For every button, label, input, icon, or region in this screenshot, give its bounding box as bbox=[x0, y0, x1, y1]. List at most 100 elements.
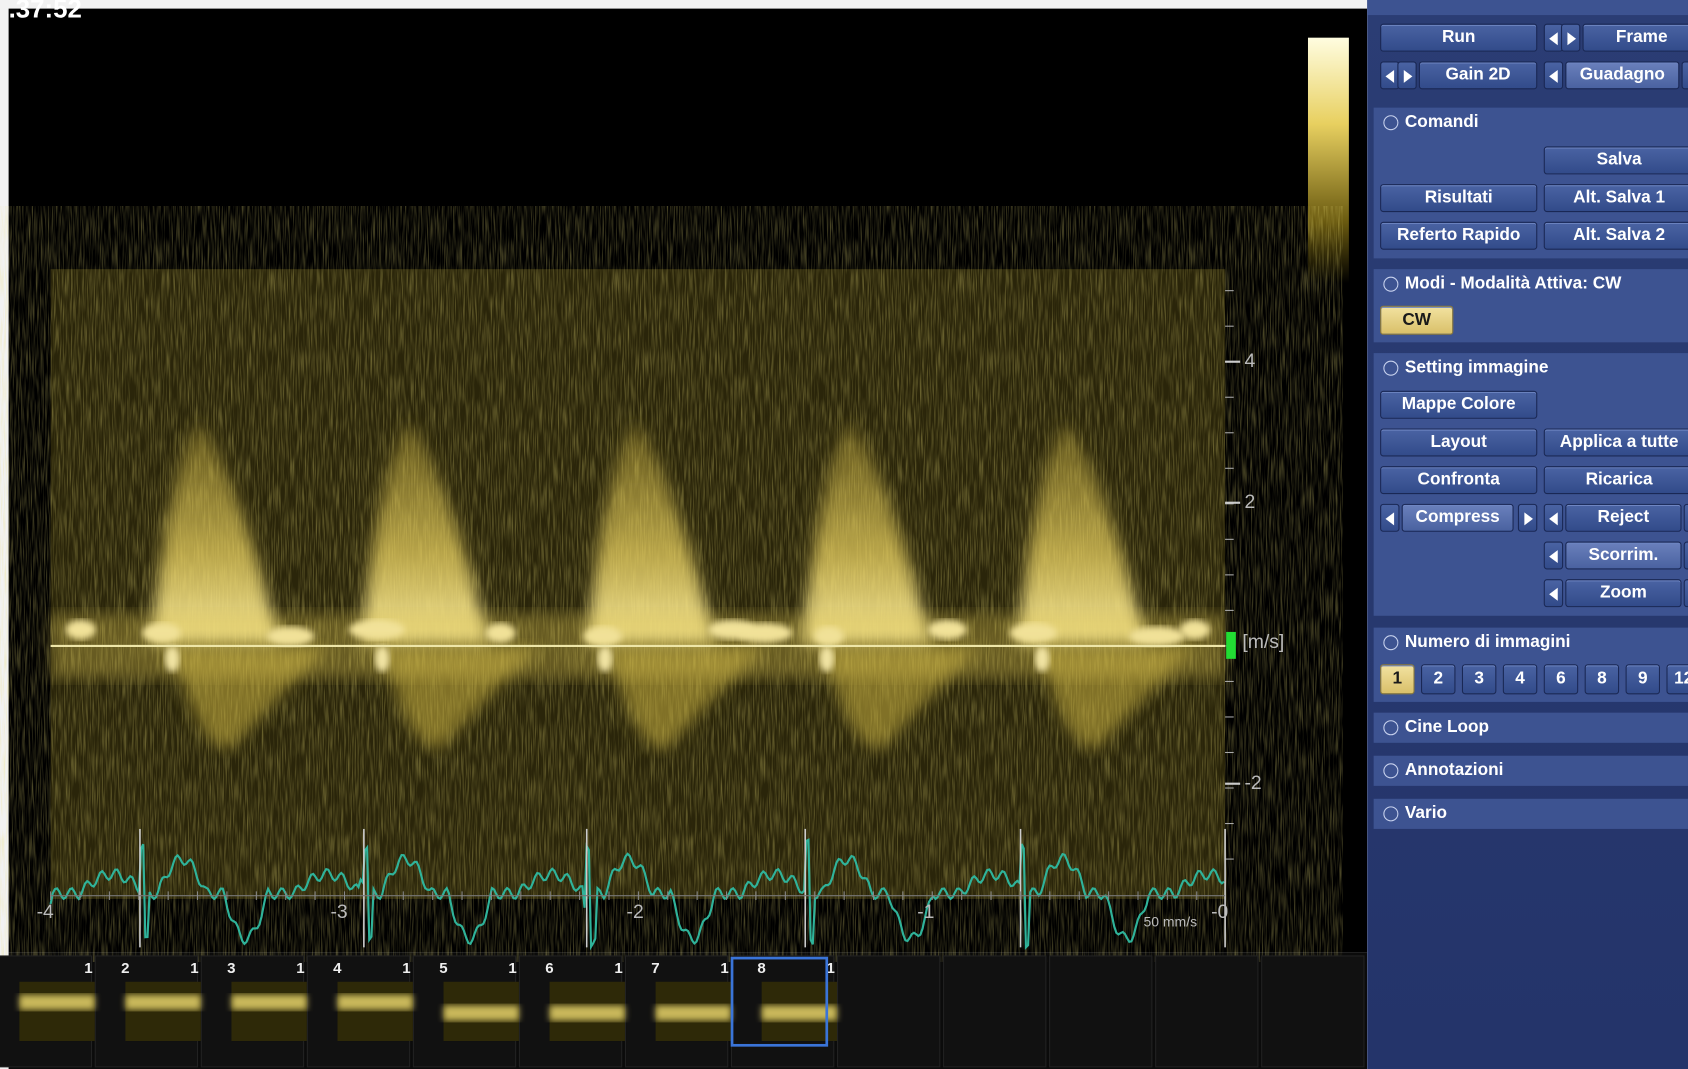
toggle-icon bbox=[1383, 763, 1398, 778]
button[interactable]: Mappe Colore bbox=[1380, 391, 1537, 419]
arrow-button[interactable] bbox=[1397, 61, 1416, 89]
section-header[interactable]: Cine Loop bbox=[1374, 713, 1688, 743]
button[interactable]: 6 bbox=[1544, 664, 1578, 694]
toggle-icon bbox=[1383, 720, 1398, 735]
arrow-button[interactable] bbox=[1544, 61, 1563, 89]
thumb-flow bbox=[19, 995, 94, 1010]
button[interactable]: Salva bbox=[1544, 146, 1688, 174]
button[interactable]: 1 bbox=[1380, 664, 1414, 694]
button[interactable]: 8 bbox=[1585, 664, 1619, 694]
arrow-button[interactable] bbox=[1380, 504, 1399, 532]
thumb-flow bbox=[444, 1005, 519, 1020]
button[interactable]: Run bbox=[1380, 24, 1537, 52]
button[interactable]: 9 bbox=[1626, 664, 1660, 694]
velocity-label: 2 bbox=[1244, 491, 1255, 513]
time-label: -3 bbox=[330, 901, 347, 923]
section-title: Annotazioni bbox=[1405, 761, 1504, 780]
section-header[interactable]: Vario bbox=[1374, 799, 1688, 829]
button[interactable]: Ricarica bbox=[1544, 466, 1688, 494]
thumb-count: 1 bbox=[84, 960, 92, 977]
toggle-icon bbox=[1383, 361, 1398, 376]
thumb-count: 1 bbox=[190, 960, 198, 977]
button[interactable]: Alt. Salva 1 bbox=[1544, 184, 1688, 212]
button[interactable]: Scorrim. bbox=[1565, 541, 1681, 569]
button[interactable]: Gain 2D bbox=[1419, 61, 1537, 89]
page: .37:52 42-2[m/s]-4-3-2-1-050 mm/s1213141… bbox=[0, 0, 1688, 1069]
thumb-cell bbox=[838, 956, 940, 1067]
control-panel: Run Frame Gain 2D Guadagno Comandi Modi - Mod… bbox=[1367, 0, 1688, 1069]
button[interactable]: Confronta bbox=[1380, 466, 1537, 494]
section-header[interactable]: Setting immagine bbox=[1374, 353, 1688, 383]
section-title: Comandi bbox=[1405, 113, 1479, 132]
thumb-cell bbox=[1050, 956, 1152, 1067]
button[interactable]: Referto Rapido bbox=[1380, 222, 1537, 250]
button[interactable]: Alt. Salva 2 bbox=[1544, 222, 1688, 250]
velocity-label: -2 bbox=[1244, 772, 1261, 794]
arrow-button[interactable] bbox=[1544, 579, 1563, 607]
doppler-display: .37:52 4 2 -2 [m/s] -4 -3 -2 -1 -0 50 mm/s 1 2 1 3 1 4 1… bbox=[0, 0, 1367, 1069]
thumb-count: 1 bbox=[402, 960, 410, 977]
button[interactable]: Compress bbox=[1402, 504, 1514, 532]
arrow-button[interactable] bbox=[1544, 504, 1563, 532]
thumb-count: 1 bbox=[720, 960, 728, 977]
button[interactable]: Layout bbox=[1380, 428, 1537, 456]
arrow-button[interactable] bbox=[1561, 24, 1580, 52]
button[interactable]: CW bbox=[1380, 306, 1453, 335]
thumb-flow bbox=[656, 1005, 731, 1020]
thumb-cell bbox=[1262, 956, 1364, 1067]
clock: .37:52 bbox=[9, 0, 82, 24]
panel-header bbox=[1367, 0, 1688, 15]
section-header[interactable]: Comandi bbox=[1374, 108, 1688, 138]
toggle-icon bbox=[1383, 806, 1398, 821]
section-title: Vario bbox=[1405, 804, 1447, 823]
button[interactable]: Applica a tutte bbox=[1544, 428, 1688, 456]
arrow-button[interactable] bbox=[1684, 579, 1688, 607]
button[interactable]: 3 bbox=[1462, 664, 1496, 694]
thumb-count: 1 bbox=[296, 960, 304, 977]
time-label: -2 bbox=[627, 901, 644, 923]
button[interactable]: Guadagno bbox=[1565, 61, 1679, 89]
button[interactable]: 4 bbox=[1503, 664, 1537, 694]
thumb-image bbox=[125, 982, 200, 1041]
thumb-index: 4 bbox=[333, 960, 342, 977]
thumb-index: 2 bbox=[121, 960, 129, 977]
thumb-index: 3 bbox=[227, 960, 235, 977]
thumb-index: 7 bbox=[651, 960, 659, 977]
section-header[interactable]: Annotazioni bbox=[1374, 756, 1688, 786]
time-label: -1 bbox=[917, 901, 934, 923]
sweep-speed: 50 mm/s bbox=[1143, 913, 1197, 929]
section-header[interactable]: Numero di immagini bbox=[1374, 628, 1688, 658]
thumb-index: 5 bbox=[439, 960, 447, 977]
thumb-flow bbox=[337, 995, 412, 1010]
button[interactable]: 2 bbox=[1421, 664, 1455, 694]
arrow-button[interactable] bbox=[1518, 504, 1537, 532]
button[interactable]: Frame bbox=[1582, 24, 1688, 52]
arrow-button[interactable] bbox=[1682, 61, 1688, 89]
section-title: Numero di immagini bbox=[1405, 633, 1571, 652]
thumb-image bbox=[19, 982, 94, 1041]
thumb-flow bbox=[231, 995, 306, 1010]
screen: .37:52 42-2[m/s]-4-3-2-1-050 mm/s1213141… bbox=[0, 0, 1688, 1069]
toggle-icon bbox=[1383, 635, 1398, 650]
thumb-cell bbox=[944, 956, 1046, 1067]
thumb-cell bbox=[1156, 956, 1258, 1067]
button[interactable]: Reject bbox=[1565, 504, 1681, 532]
button[interactable]: Zoom bbox=[1565, 579, 1681, 607]
time-label: -4 bbox=[37, 901, 54, 923]
section-title: Cine Loop bbox=[1405, 718, 1489, 737]
thumb-flow bbox=[550, 1005, 625, 1020]
button[interactable]: 12 bbox=[1666, 664, 1688, 694]
thumb-count: 1 bbox=[614, 960, 622, 977]
arrow-button[interactable] bbox=[1544, 541, 1563, 569]
section-header[interactable]: Modi - Modalità Attiva: CW bbox=[1374, 269, 1688, 299]
arrow-button[interactable] bbox=[1684, 541, 1688, 569]
toggle-icon bbox=[1383, 277, 1398, 292]
button[interactable]: Risultati bbox=[1380, 184, 1537, 212]
section-title: Setting immagine bbox=[1405, 358, 1549, 377]
time-label: -0 bbox=[1211, 901, 1228, 923]
thumb-flow bbox=[125, 995, 200, 1010]
velocity-unit: [m/s] bbox=[1242, 631, 1284, 653]
thumb-image bbox=[337, 982, 412, 1041]
velocity-label: 4 bbox=[1244, 350, 1255, 372]
arrow-button[interactable] bbox=[1684, 504, 1688, 532]
